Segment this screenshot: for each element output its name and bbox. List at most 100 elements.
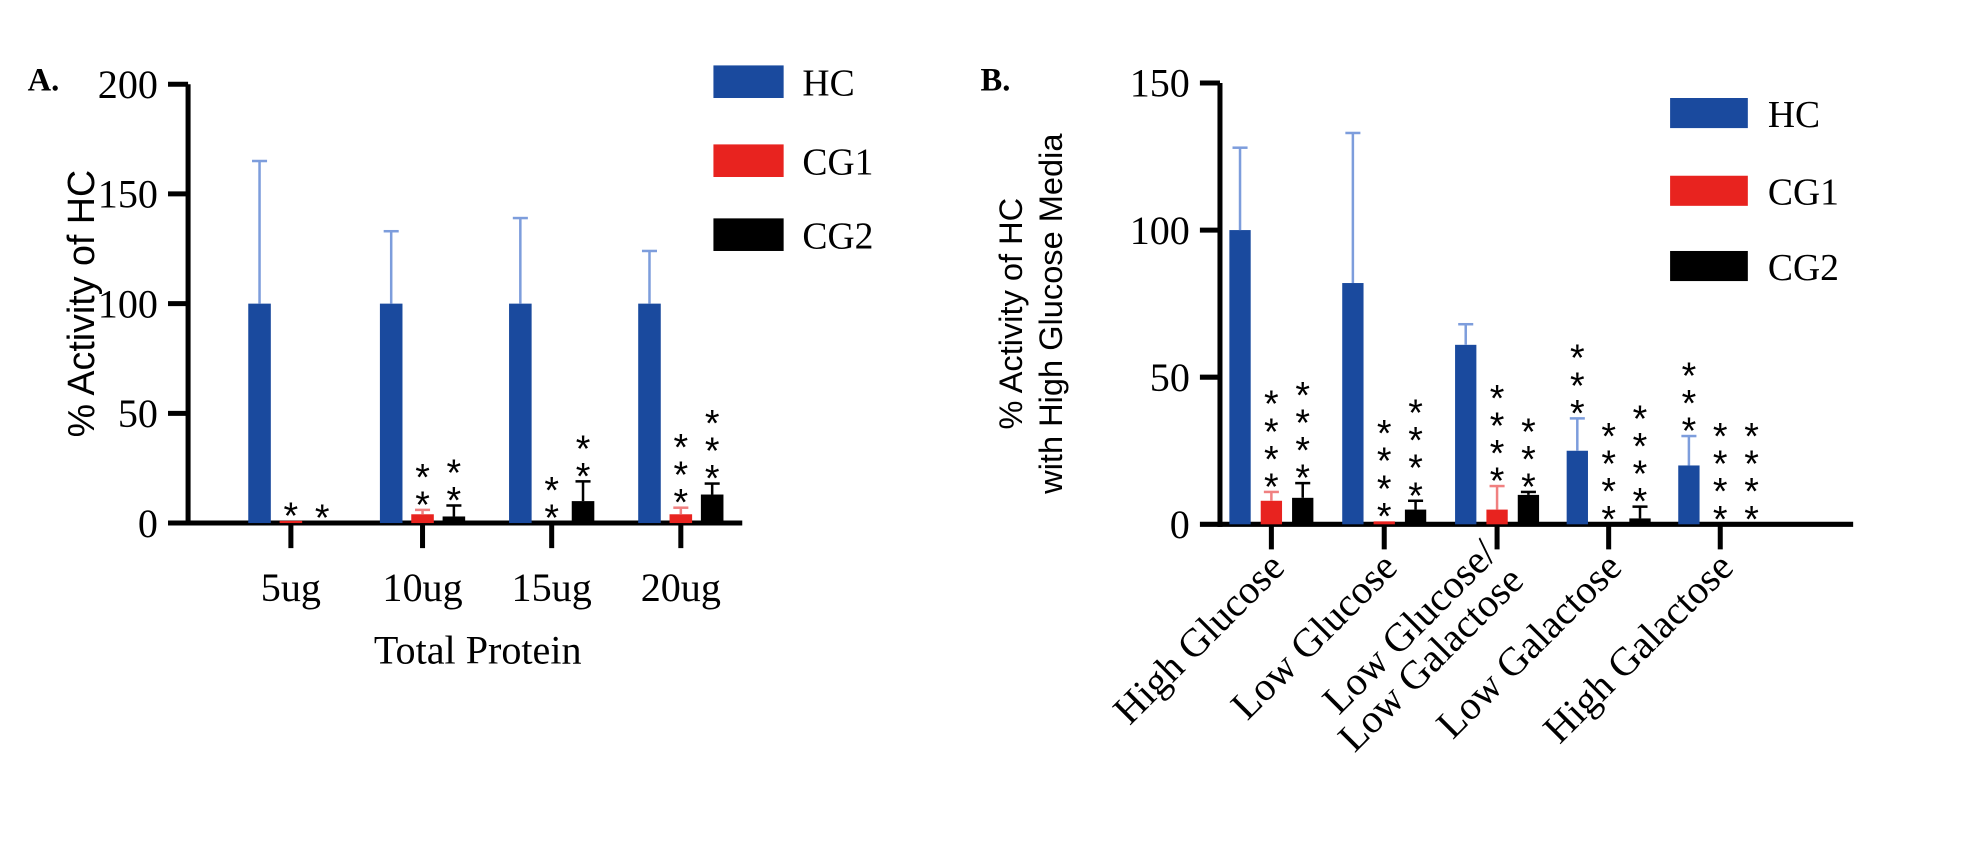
- significance-stars: ****: [1264, 383, 1279, 508]
- star: *: [1521, 438, 1536, 480]
- bar-hc: [1455, 344, 1477, 525]
- star: *: [1295, 401, 1310, 443]
- y-axis-label: % Activity of HC: [60, 170, 102, 438]
- star: *: [1295, 429, 1310, 471]
- bar-cg1: [411, 514, 434, 524]
- bar-cg1: [279, 520, 303, 524]
- x-tick-label: 5ug: [261, 565, 321, 610]
- y-tick-label: 50: [1150, 355, 1190, 400]
- star: *: [1713, 415, 1728, 457]
- star: *: [576, 427, 591, 469]
- star: *: [576, 455, 591, 497]
- x-tick-label: High Galactose: [1534, 544, 1741, 751]
- bar-hc: [638, 303, 661, 524]
- star: *: [1490, 460, 1505, 502]
- star: *: [1601, 415, 1616, 457]
- bar-cg1: [1260, 500, 1283, 525]
- star: *: [1601, 470, 1616, 512]
- star: *: [315, 497, 330, 539]
- star: *: [415, 483, 430, 525]
- bar-hc: [248, 303, 271, 524]
- significance-stars: **: [576, 427, 591, 497]
- significance-stars: ****: [1601, 415, 1616, 540]
- significance-stars: ****: [1295, 374, 1310, 499]
- panel-label: A.: [28, 62, 60, 98]
- star: *: [1490, 377, 1505, 419]
- significance-stars: ****: [1744, 415, 1759, 540]
- chart-panel-b: B. 0 50 100 150 % Activity of HC with High Glu…: [980, 61, 1854, 760]
- star: *: [1264, 383, 1279, 425]
- star: *: [1601, 443, 1616, 485]
- bar-hc: [1678, 465, 1700, 525]
- bar-cg2: [1404, 509, 1427, 525]
- bar-cg1: [669, 514, 693, 524]
- star: *: [1264, 465, 1279, 507]
- legend-label: CG2: [802, 215, 873, 257]
- bar-cg2: [442, 516, 466, 524]
- star: *: [1601, 498, 1616, 540]
- bar-cg1: [1373, 521, 1395, 525]
- legend: HC CG1 CG2: [713, 62, 874, 257]
- star: *: [1295, 374, 1310, 416]
- star: *: [705, 429, 720, 471]
- star: *: [1744, 415, 1759, 457]
- legend-label: CG1: [1768, 172, 1839, 214]
- star: *: [1490, 404, 1505, 446]
- significance-stars: **: [415, 456, 430, 526]
- legend-swatch-hc: [1670, 98, 1748, 129]
- star: *: [1713, 498, 1728, 540]
- star: *: [1570, 364, 1585, 406]
- star: *: [447, 479, 462, 521]
- star: *: [1377, 467, 1392, 509]
- legend-label: HC: [802, 62, 854, 104]
- star: *: [1633, 397, 1648, 439]
- star: *: [1521, 410, 1536, 452]
- significance-stars: *: [284, 494, 299, 536]
- y-tick-label: 0: [1170, 502, 1190, 547]
- y-tick-label: 200: [98, 62, 158, 107]
- significance-stars: ***: [705, 402, 720, 499]
- legend-swatch-cg1: [1670, 175, 1748, 206]
- y-tick-label: 50: [118, 391, 158, 436]
- significance-stars: ****: [1408, 392, 1423, 517]
- star: *: [1264, 410, 1279, 452]
- bar-cg2: [1517, 494, 1540, 525]
- star: *: [1408, 392, 1423, 434]
- bar-cg2: [571, 501, 595, 524]
- y-tick-label: 100: [98, 281, 158, 326]
- star: *: [415, 456, 430, 498]
- y-axis-label: with High Glucose Media: [1032, 133, 1069, 495]
- x-tick-label: 20ug: [641, 565, 721, 610]
- bar-cg1: [1486, 509, 1508, 525]
- bar-hc: [1566, 450, 1588, 525]
- bar-hc: [1229, 230, 1251, 525]
- star: *: [1570, 337, 1585, 379]
- star: *: [1744, 470, 1759, 512]
- star: *: [1295, 457, 1310, 499]
- legend-label: CG2: [1768, 247, 1839, 289]
- bar-cg2: [1629, 518, 1651, 525]
- y-tick-label: 100: [1130, 208, 1190, 253]
- star: *: [705, 457, 720, 499]
- significance-stars: ***: [1570, 337, 1585, 434]
- significance-stars: ****: [1633, 397, 1648, 522]
- legend-swatch-cg2: [713, 218, 784, 251]
- bar-hc: [1342, 283, 1364, 525]
- star: *: [1682, 382, 1697, 424]
- legend-swatch-cg2: [1670, 250, 1748, 282]
- star: *: [1408, 447, 1423, 489]
- star: *: [674, 454, 689, 496]
- star: *: [1490, 432, 1505, 474]
- significance-stars: ****: [1490, 377, 1505, 502]
- legend-swatch-hc: [713, 65, 784, 99]
- star: *: [1713, 470, 1728, 512]
- star: *: [284, 494, 299, 536]
- significance-stars: **: [544, 469, 559, 539]
- star: *: [1744, 443, 1759, 485]
- significance-stars: ****: [1377, 412, 1392, 537]
- star: *: [1633, 425, 1648, 467]
- star: *: [1264, 438, 1279, 480]
- significance-stars: ***: [674, 426, 689, 523]
